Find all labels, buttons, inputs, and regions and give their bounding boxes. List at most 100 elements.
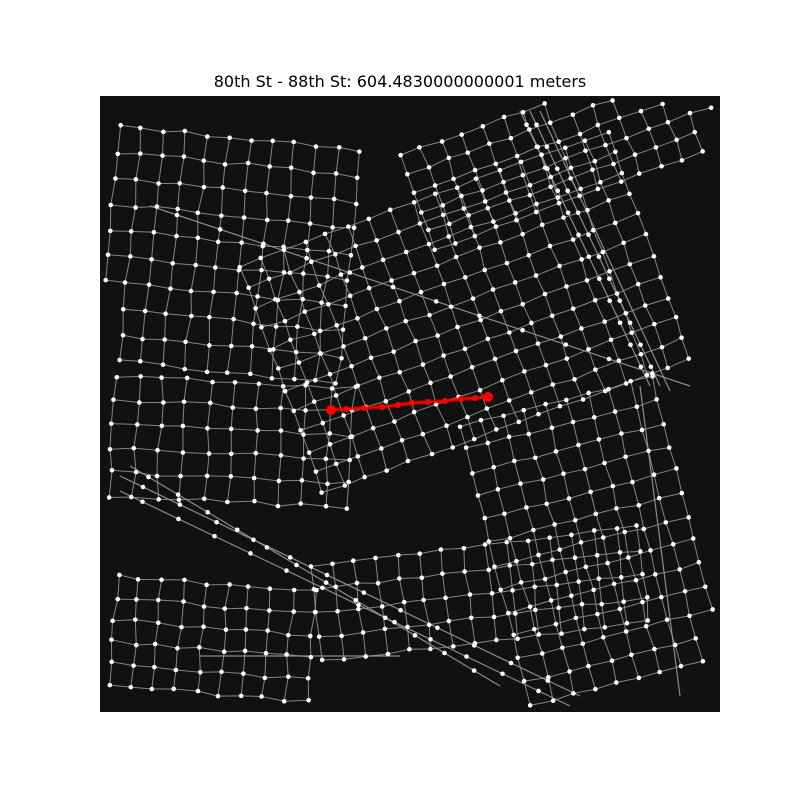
street-edge: [131, 496, 159, 500]
intersection-node: [544, 144, 550, 150]
intersection-node: [301, 456, 306, 461]
intersection-node: [396, 552, 401, 558]
street-edge: [580, 328, 589, 350]
intersection-node: [544, 501, 549, 507]
intersection-node: [225, 499, 230, 505]
intersection-node: [602, 460, 607, 466]
street-edge: [529, 194, 537, 213]
street-edge: [463, 200, 486, 209]
intersection-node: [592, 158, 598, 164]
intersection-node: [665, 119, 671, 125]
street-edge: [684, 586, 706, 592]
street-edge: [348, 459, 351, 482]
street-edge: [304, 303, 329, 313]
street-edge: [244, 629, 247, 651]
street-edge: [156, 425, 163, 451]
street-edge: [585, 566, 595, 591]
intersection-node: [508, 135, 514, 141]
street-edge: [329, 374, 337, 396]
street-edge: [470, 221, 494, 228]
street-edge: [245, 586, 249, 609]
intersection-node: [232, 380, 238, 385]
street-edge: [135, 579, 139, 600]
boulevard-edge: [539, 110, 671, 392]
street-edge: [661, 590, 686, 598]
intersection-node: [504, 539, 510, 545]
intersection-node: [521, 407, 527, 413]
intersection-node: [710, 607, 715, 612]
street-edge: [537, 336, 561, 345]
street-edge: [558, 141, 566, 159]
street-edge: [492, 289, 502, 312]
street-edge: [559, 265, 567, 287]
intersection-node: [432, 183, 438, 188]
intersection-node: [596, 437, 602, 442]
intersection-node: [159, 375, 164, 380]
intersection-node: [614, 291, 620, 296]
street-edge: [607, 562, 615, 585]
intersection-node: [686, 356, 692, 361]
street-edge: [500, 589, 509, 614]
intersection-node: [446, 234, 451, 239]
intersection-node: [561, 471, 566, 476]
street-edge: [176, 235, 198, 239]
street-edge: [315, 471, 323, 493]
intersection-node: [138, 374, 143, 379]
street-edge: [422, 433, 433, 455]
street-edge: [162, 131, 164, 156]
street-edge: [387, 648, 410, 655]
intersection-node: [133, 469, 139, 475]
street-edge: [224, 584, 231, 609]
intersection-node: [457, 424, 463, 430]
street-edge: [597, 117, 620, 126]
street-edge: [215, 266, 239, 271]
street-edge: [652, 376, 658, 400]
street-edge: [528, 427, 553, 435]
street-edge: [510, 138, 518, 157]
street-edge: [475, 169, 501, 180]
street-edge: [484, 269, 494, 290]
street-edge: [551, 427, 557, 452]
intersection-node: [700, 658, 706, 664]
street-edge: [431, 446, 453, 455]
street-edge: [119, 335, 124, 361]
intersection-node: [569, 532, 574, 538]
street-edge: [284, 311, 305, 322]
street-edge: [148, 259, 153, 285]
intersection-node: [266, 276, 272, 282]
intersection-node: [613, 149, 618, 155]
street-edge: [224, 650, 246, 653]
intersection-node: [155, 620, 161, 626]
street-edge: [190, 264, 197, 292]
intersection-node: [553, 449, 559, 454]
intersection-node: [281, 247, 287, 253]
intersection-node: [334, 323, 339, 328]
intersection-node: [617, 298, 622, 304]
street-edge: [213, 267, 216, 292]
street-edge: [520, 478, 544, 485]
street-edge: [442, 571, 465, 575]
street-edge: [293, 141, 317, 148]
intersection-node: [195, 235, 201, 241]
street-edge: [464, 569, 489, 573]
intersection-node: [591, 528, 597, 533]
intersection-node: [536, 411, 541, 417]
street-edge: [213, 291, 237, 294]
intersection-node: [426, 241, 432, 247]
intersection-node: [529, 320, 534, 326]
street-edge: [593, 222, 616, 231]
intersection-node: [573, 615, 579, 621]
intersection-node: [377, 375, 382, 380]
street-edge: [284, 382, 308, 392]
street-edge: [183, 131, 186, 157]
street-edge: [365, 406, 374, 429]
intersection-node: [471, 668, 477, 673]
intersection-node: [298, 501, 303, 506]
street-edge: [277, 480, 280, 507]
street-edge: [636, 398, 657, 408]
street-edge: [278, 479, 302, 482]
intersection-node: [205, 509, 210, 515]
street-edge: [457, 326, 466, 350]
street-edge: [529, 176, 552, 186]
intersection-node: [267, 347, 273, 353]
